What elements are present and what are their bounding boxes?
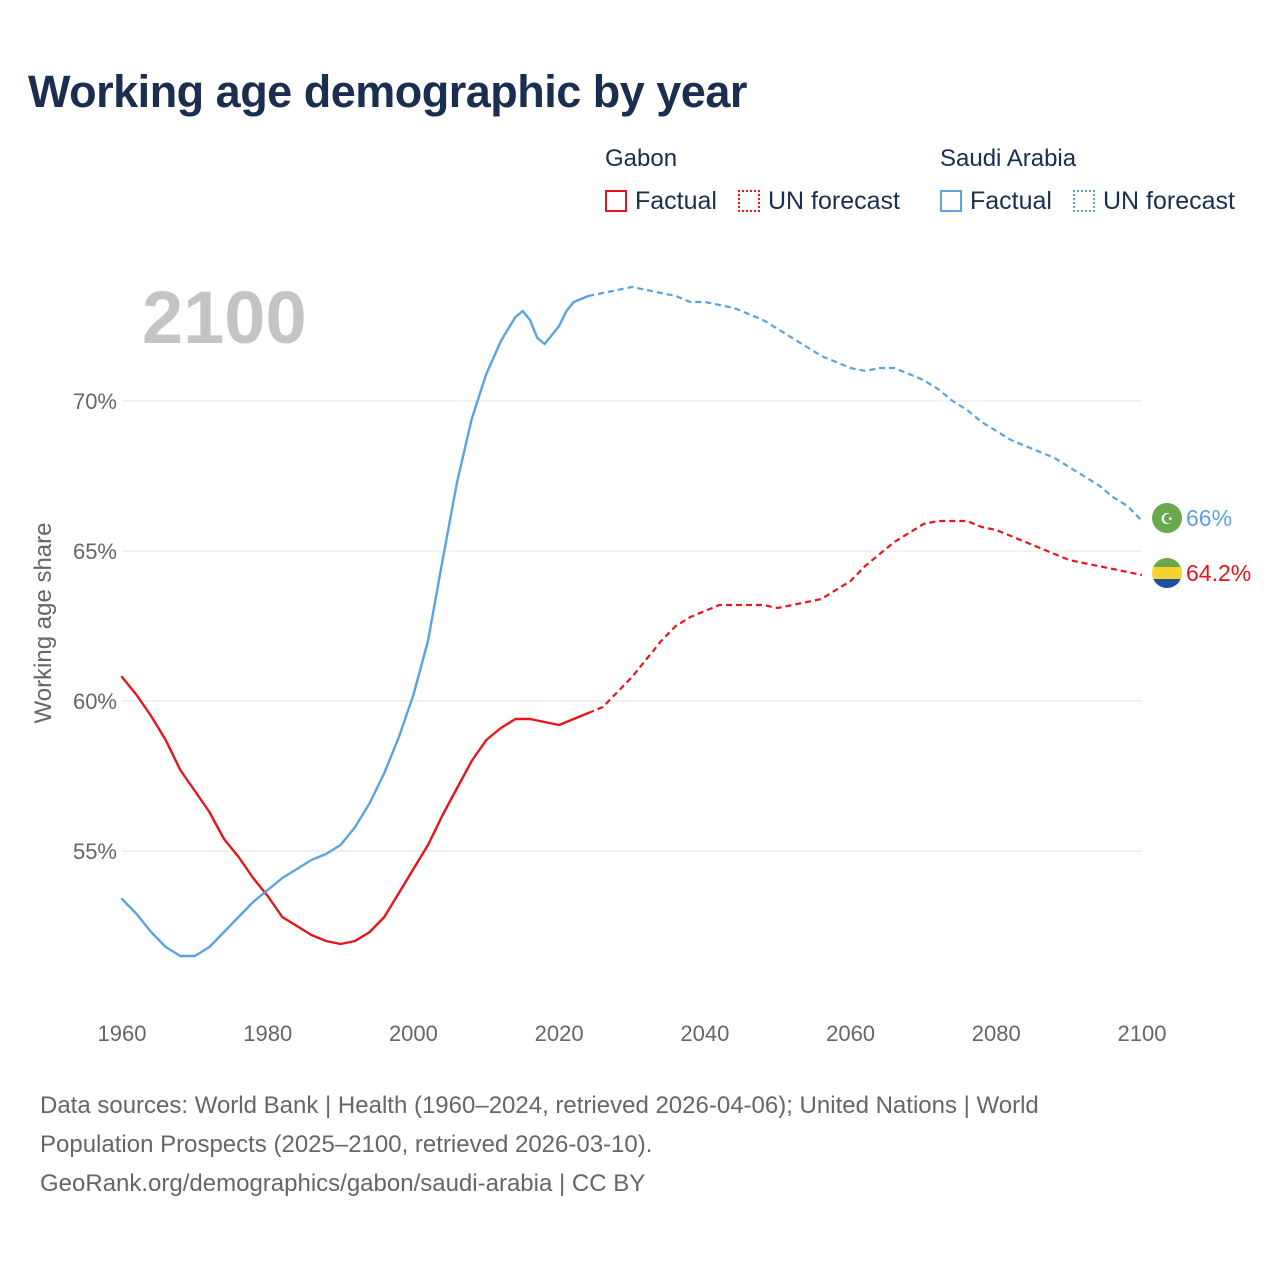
saudi-arabia-end-label: 66% bbox=[1186, 505, 1232, 531]
footer-line-1: Data sources: World Bank | Health (1960–… bbox=[40, 1092, 1039, 1119]
footer-sources: Data sources: World Bank | Health (1960–… bbox=[40, 1086, 1240, 1203]
legend-label-saudi-forecast: UN forecast bbox=[1103, 186, 1235, 215]
x-axis-ticks: 1960 1980 2000 2020 2040 2060 2080 2100 bbox=[98, 1021, 1167, 1046]
series-lines bbox=[120, 285, 1143, 958]
gabon-factual-line bbox=[120, 675, 590, 946]
year-watermark: 2100 bbox=[142, 276, 307, 359]
legend-label-saudi-factual: Factual bbox=[970, 186, 1052, 215]
saudi-arabia-factual-line bbox=[120, 294, 590, 958]
x-tick-label: 1960 bbox=[98, 1021, 147, 1046]
y-tick-label: 65% bbox=[73, 539, 117, 564]
gabon-flag bbox=[1152, 558, 1182, 588]
legend-label-gabon-forecast: UN forecast bbox=[768, 186, 900, 215]
y-tick-label: 60% bbox=[73, 689, 117, 714]
svg-text:☪: ☪ bbox=[1160, 510, 1173, 528]
gabon-end-label: 64.2% bbox=[1186, 560, 1251, 586]
gridlines bbox=[122, 400, 1142, 852]
x-tick-label: 2080 bbox=[972, 1021, 1021, 1046]
chart-title: Working age demographic by year bbox=[28, 66, 747, 117]
legend-swatch-gabon-factual bbox=[605, 190, 627, 212]
legend-item-saudi-factual[interactable]: Factual bbox=[940, 186, 1052, 216]
line-chart: 2100 55% 60% 65% 70% 1960 1980 2000 2020 2040 20… bbox=[30, 276, 1251, 1046]
legend-item-gabon-forecast[interactable]: UN forecast bbox=[738, 186, 900, 216]
y-tick-label: 70% bbox=[73, 389, 117, 414]
y-tick-label: 55% bbox=[73, 839, 117, 864]
legend-swatch-gabon-forecast bbox=[738, 190, 760, 212]
x-tick-label: 2060 bbox=[826, 1021, 875, 1046]
x-tick-label: 2000 bbox=[389, 1021, 438, 1046]
x-tick-label: 2040 bbox=[680, 1021, 729, 1046]
legend-group-gabon: Gabon bbox=[605, 145, 678, 172]
legend-swatch-saudi-forecast bbox=[1073, 190, 1095, 212]
saudi-arabia-flag: ☪ bbox=[1152, 503, 1182, 533]
x-tick-label: 1980 bbox=[243, 1021, 292, 1046]
y-axis-ticks: 55% 60% 65% 70% bbox=[73, 389, 117, 864]
gabon-forecast-line bbox=[587, 519, 1143, 715]
x-tick-label: 2100 bbox=[1118, 1021, 1167, 1046]
x-tick-label: 2020 bbox=[535, 1021, 584, 1046]
legend-label-gabon-factual: Factual bbox=[635, 186, 717, 215]
saudi-arabia-forecast-line bbox=[588, 285, 1143, 522]
legend-item-saudi-forecast[interactable]: UN forecast bbox=[1073, 186, 1235, 216]
legend-group-saudi-arabia: Saudi Arabia bbox=[940, 145, 1077, 172]
legend-swatch-saudi-factual bbox=[940, 190, 962, 212]
footer-line-2: Population Prospects (2025–2100, retriev… bbox=[40, 1131, 653, 1158]
legend-item-gabon-factual[interactable]: Factual bbox=[605, 186, 717, 216]
footer-line-3[interactable]: GeoRank.org/demographics/gabon/saudi-ara… bbox=[40, 1170, 646, 1197]
y-axis-label: Working age share bbox=[30, 523, 57, 724]
